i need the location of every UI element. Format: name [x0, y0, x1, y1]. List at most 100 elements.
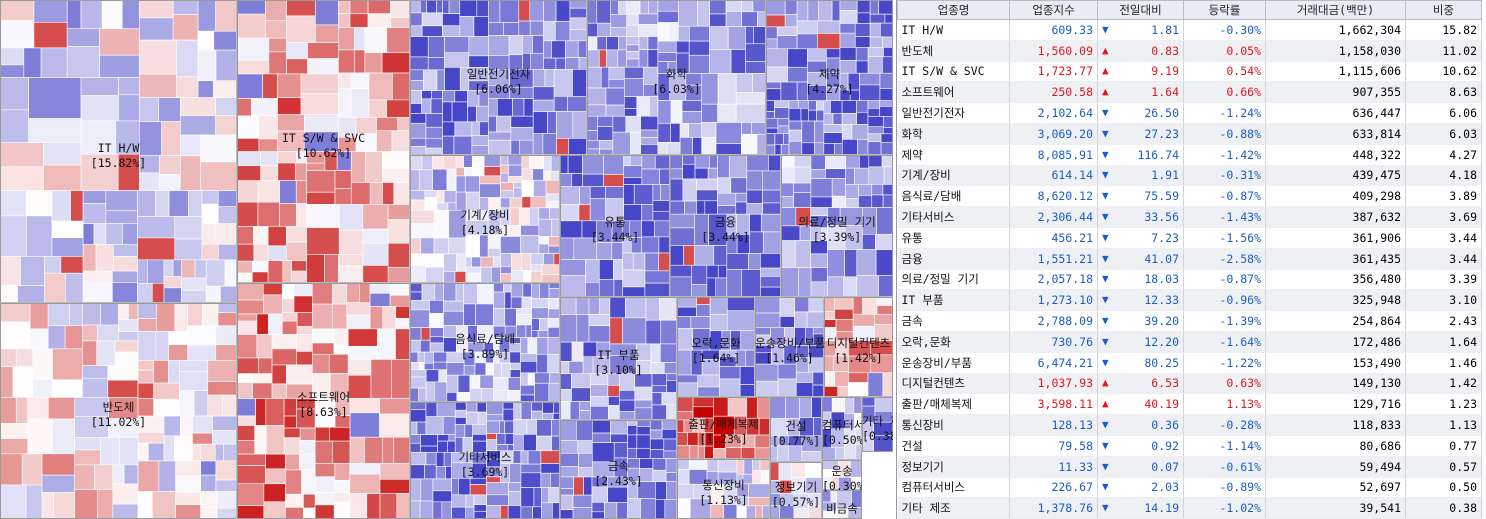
stock-tile[interactable] [780, 154, 795, 168]
stock-tile[interactable] [354, 27, 366, 51]
stock-tile[interactable] [527, 372, 535, 386]
stock-tile[interactable] [454, 271, 467, 284]
stock-tile[interactable] [74, 449, 101, 466]
stock-tile[interactable] [277, 162, 296, 181]
stock-tile[interactable] [555, 57, 566, 70]
stock-tile[interactable] [652, 469, 667, 482]
stock-tile[interactable] [236, 180, 259, 203]
stock-tile[interactable] [676, 382, 699, 398]
stock-tile[interactable] [306, 191, 336, 205]
stock-tile[interactable] [741, 122, 752, 135]
stock-tile[interactable] [547, 337, 561, 355]
stock-tile[interactable] [286, 42, 308, 60]
col-header-rate[interactable]: 등락률 [1183, 0, 1266, 20]
stock-tile[interactable] [465, 494, 475, 508]
stock-tile[interactable] [839, 47, 857, 61]
stock-tile[interactable] [409, 122, 427, 139]
stock-tile[interactable] [701, 103, 718, 123]
stock-tile[interactable] [236, 165, 261, 181]
stock-tile[interactable] [346, 314, 371, 330]
stock-tile[interactable] [692, 137, 703, 156]
stock-tile[interactable] [180, 115, 216, 136]
stock-tile[interactable] [626, 51, 640, 60]
stock-tile[interactable] [504, 420, 515, 434]
stock-tile[interactable] [217, 312, 238, 327]
stock-tile[interactable] [666, 373, 678, 381]
stock-tile[interactable] [420, 327, 431, 341]
stock-tile[interactable] [471, 162, 485, 177]
stock-tile[interactable] [682, 154, 696, 165]
stock-tile[interactable] [694, 154, 710, 169]
stock-tile[interactable] [874, 313, 893, 325]
stock-tile[interactable] [236, 59, 270, 75]
stock-tile[interactable] [409, 237, 421, 255]
stock-tile[interactable] [446, 362, 465, 376]
stock-tile[interactable] [867, 47, 884, 58]
stock-tile[interactable] [522, 282, 532, 298]
stock-tile[interactable] [395, 318, 411, 330]
stock-tile[interactable] [501, 362, 511, 378]
stock-tile[interactable] [807, 48, 827, 62]
stock-tile[interactable] [163, 435, 175, 462]
stock-tile[interactable] [709, 154, 718, 169]
stock-tile[interactable] [670, 123, 681, 143]
stock-tile[interactable] [571, 173, 583, 187]
stock-tile[interactable] [682, 163, 696, 180]
stock-tile[interactable] [539, 282, 550, 299]
stock-tile[interactable] [213, 30, 238, 51]
stock-tile[interactable] [745, 43, 767, 62]
stock-tile[interactable] [174, 238, 203, 261]
stock-tile[interactable] [624, 96, 638, 109]
stock-tile[interactable] [531, 298, 549, 309]
stock-tile[interactable] [746, 396, 758, 419]
stock-tile[interactable] [215, 325, 238, 345]
stock-tile[interactable] [697, 0, 710, 27]
stock-tile[interactable] [443, 310, 464, 326]
stock-tile[interactable] [44, 272, 66, 304]
stock-tile[interactable] [192, 432, 213, 445]
stock-tile[interactable] [338, 27, 355, 51]
stock-tile[interactable] [541, 487, 550, 504]
stock-tile[interactable] [765, 111, 775, 119]
stock-tile[interactable] [555, 0, 571, 22]
stock-tile[interactable] [677, 25, 690, 42]
stock-tile[interactable] [0, 484, 27, 519]
stock-tile[interactable] [598, 279, 615, 298]
stock-tile[interactable] [425, 266, 444, 284]
stock-tile[interactable] [735, 73, 753, 93]
stock-tile[interactable] [224, 259, 238, 287]
stock-tile[interactable] [810, 281, 828, 298]
stock-tile[interactable] [752, 0, 767, 13]
stock-tile[interactable] [831, 178, 846, 197]
stock-tile[interactable] [155, 190, 170, 217]
sector-block[interactable] [559, 296, 678, 421]
stock-tile[interactable] [540, 463, 561, 474]
stock-tile[interactable] [315, 24, 339, 43]
stock-tile[interactable] [653, 220, 671, 238]
stock-tile[interactable] [451, 506, 466, 519]
stock-tile[interactable] [676, 432, 688, 446]
stock-tile[interactable] [27, 397, 49, 420]
stock-tile[interactable] [442, 90, 456, 103]
stock-tile[interactable] [175, 491, 201, 505]
stock-tile[interactable] [436, 202, 449, 211]
stock-tile[interactable] [547, 111, 557, 134]
stock-tile[interactable] [212, 415, 238, 431]
stock-tile[interactable] [139, 73, 177, 98]
table-row[interactable]: 일반전기전자 2,102.64 ▼ 26.50 -1.24% 636,447 6.06 [897, 102, 1482, 124]
stock-tile[interactable] [837, 386, 849, 398]
stock-tile[interactable] [181, 289, 207, 304]
stock-tile[interactable] [118, 331, 139, 342]
stock-tile[interactable] [464, 175, 480, 193]
stock-tile[interactable] [582, 356, 594, 375]
stock-tile[interactable] [624, 66, 644, 79]
stock-tile[interactable] [572, 111, 588, 139]
stock-tile[interactable] [431, 90, 443, 100]
stock-tile[interactable] [281, 312, 298, 322]
stock-tile[interactable] [668, 22, 679, 42]
stock-tile[interactable] [139, 97, 159, 122]
stock-tile[interactable] [94, 464, 114, 490]
stock-tile[interactable] [530, 196, 547, 209]
stock-tile[interactable] [612, 115, 627, 133]
col-header-amount[interactable]: 거래대금(백만) [1265, 0, 1406, 20]
